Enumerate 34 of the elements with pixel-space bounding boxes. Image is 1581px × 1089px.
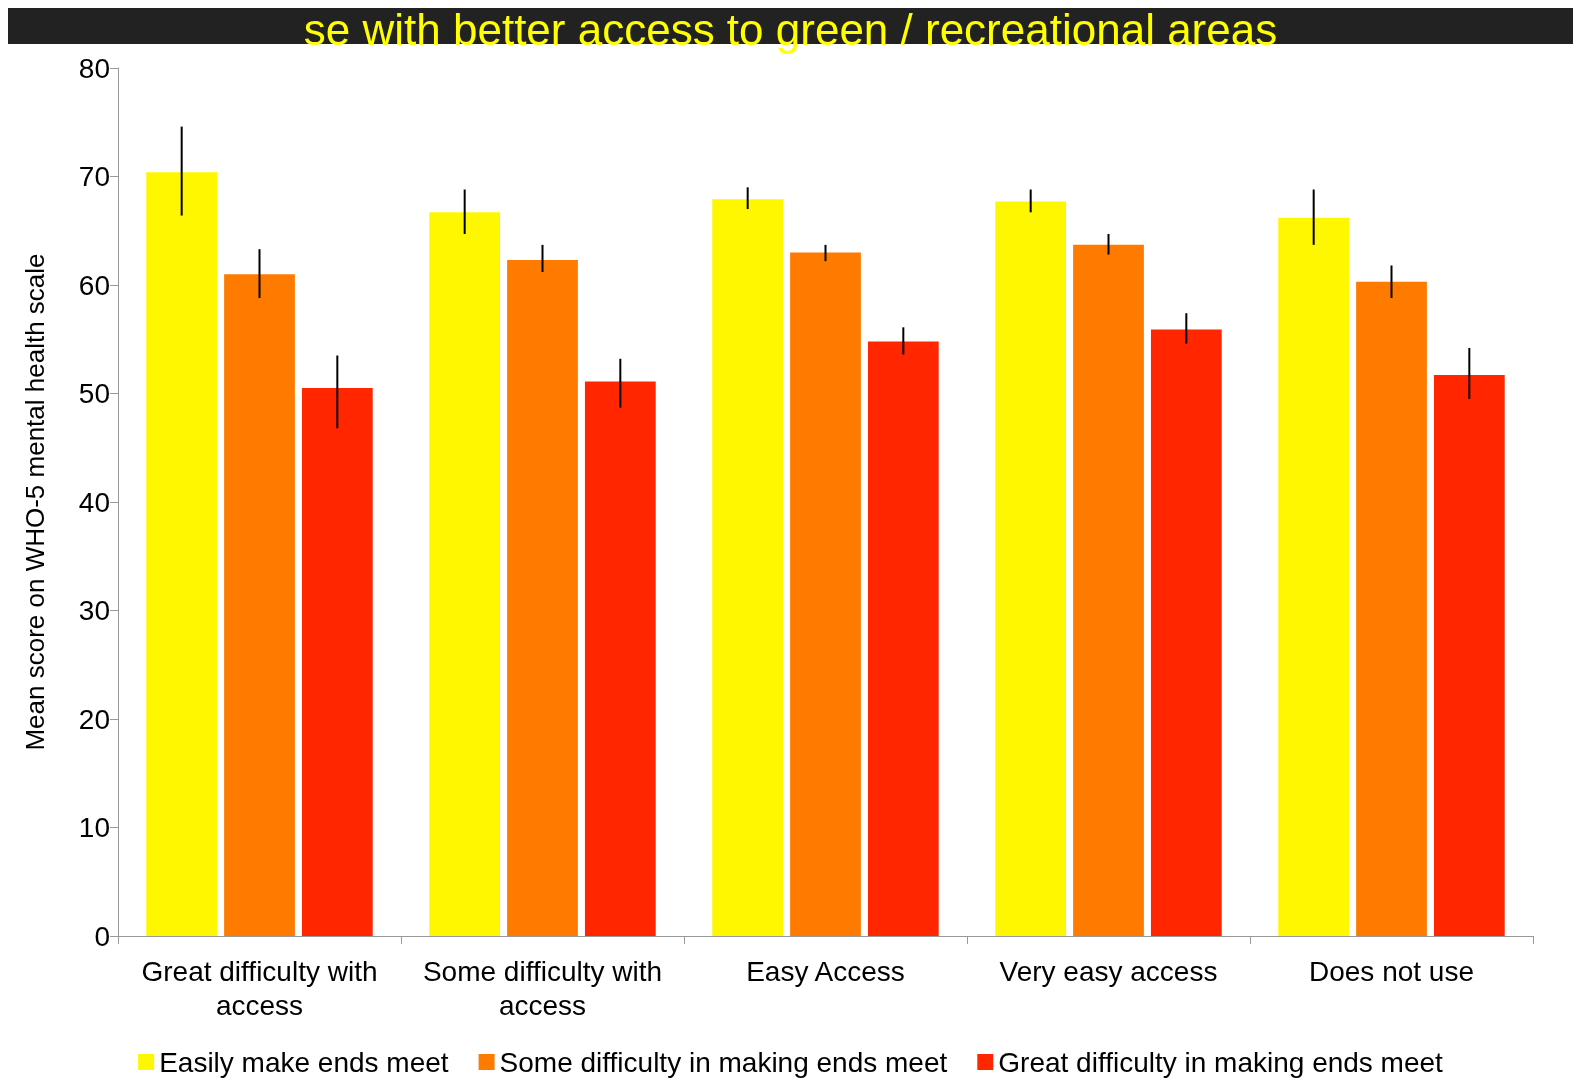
y-tick-label: 0 <box>94 920 110 952</box>
y-tick-label: 50 <box>78 378 110 409</box>
y-tick-label: 20 <box>78 703 110 735</box>
y-tick-label: 10 <box>78 812 110 843</box>
bar <box>1150 329 1222 936</box>
bar <box>429 212 501 936</box>
y-tick-label: 60 <box>78 269 110 301</box>
bar <box>224 274 295 936</box>
bar <box>1073 244 1144 936</box>
y-tick-label: 80 <box>78 52 110 84</box>
bar <box>712 199 784 936</box>
bar <box>146 172 218 936</box>
legend-label: Easily make ends meet <box>159 1046 449 1078</box>
y-tick-label: 30 <box>78 595 110 626</box>
x-tick-label: Easy Access <box>746 955 905 987</box>
x-tick-label: Very easy access <box>999 955 1218 987</box>
x-tick-label: Some difficulty with access <box>422 955 663 1021</box>
bar <box>995 201 1067 936</box>
legend-label: Some difficulty in making ends meet <box>499 1046 948 1078</box>
bar <box>790 252 861 936</box>
bar <box>1433 375 1505 936</box>
y-axis-title: Mean score on WHO-5 mental health scale <box>20 253 50 751</box>
bar <box>867 341 939 936</box>
bar <box>301 388 373 936</box>
bar <box>1278 217 1350 936</box>
bar <box>507 260 578 936</box>
x-tick-label: Great difficulty with access <box>141 955 378 1021</box>
chart-title: se with better access to green / recreational areas <box>303 4 1278 54</box>
legend-label: Great difficulty in making ends meet <box>998 1046 1444 1078</box>
x-tick-label: Does not use <box>1309 955 1474 987</box>
bar <box>584 381 656 936</box>
y-tick-label: 40 <box>78 486 110 518</box>
bar <box>1356 281 1427 936</box>
y-tick-label: 70 <box>78 161 110 192</box>
